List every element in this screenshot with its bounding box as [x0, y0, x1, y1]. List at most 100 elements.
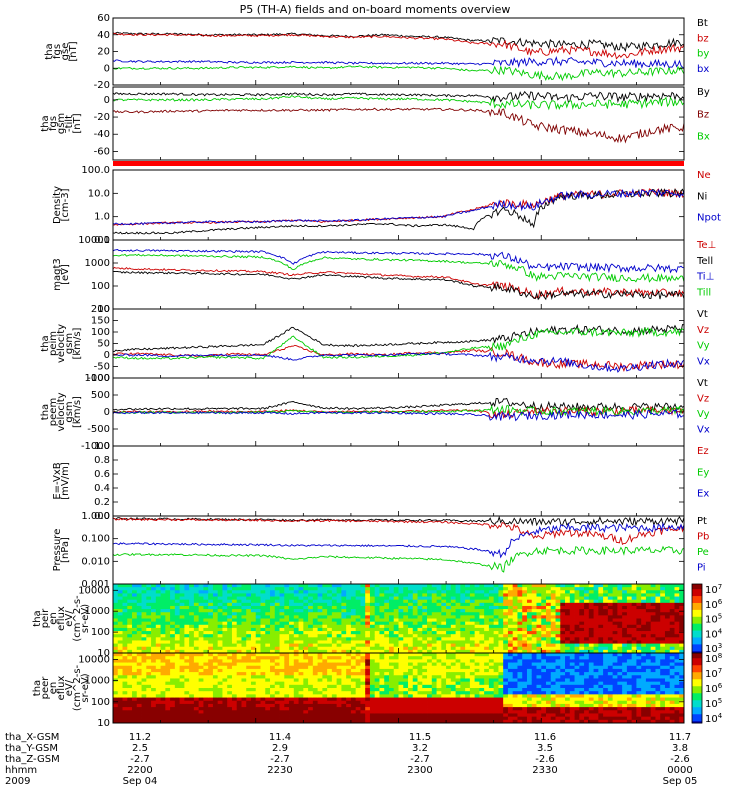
- spectrogram-cell: [469, 684, 476, 689]
- spectrogram-cell: [132, 640, 138, 644]
- spectrogram-cell: [246, 634, 252, 638]
- spectrogram-cell: [669, 618, 675, 623]
- spectrogram-cell: [208, 593, 214, 597]
- spectrogram-cell: [279, 593, 285, 597]
- spectrogram-cell: [179, 612, 185, 616]
- spectrogram-cell: [322, 668, 328, 673]
- spectrogram-cell: [160, 678, 166, 683]
- spectrogram-cell: [312, 624, 319, 629]
- spectrogram-cell: [412, 621, 418, 626]
- spectrogram-cell: [193, 707, 200, 711]
- spectrogram-cell: [250, 590, 257, 594]
- spectrogram-cell: [203, 624, 209, 629]
- spectrogram-cell: [574, 643, 580, 648]
- spectrogram-cell: [498, 700, 504, 705]
- spectrogram-cell: [331, 656, 338, 660]
- spectrogram-cell: [655, 584, 661, 588]
- spectrogram-cell: [289, 593, 295, 597]
- spectrogram-cell: [284, 668, 290, 673]
- spectrogram-cell: [465, 587, 471, 591]
- spectrogram-cell: [365, 634, 371, 638]
- spectrogram-cell: [484, 697, 490, 702]
- spectrogram-cell: [198, 602, 204, 607]
- spectrogram-cell: [431, 587, 437, 591]
- spectrogram-cell: [460, 637, 466, 641]
- spectrogram-cell: [493, 700, 499, 705]
- y-tick-label: 0.1: [94, 235, 110, 246]
- legend-label: Bz: [697, 109, 709, 120]
- spectrogram-cell: [484, 643, 490, 648]
- spectrogram-cell: [203, 707, 209, 711]
- spectrogram-cell: [517, 703, 523, 708]
- spectrogram-cell: [408, 656, 414, 660]
- series-line-Vx: [112, 351, 685, 373]
- spectrogram-cell: [412, 627, 418, 632]
- spectrogram-cell: [517, 649, 523, 654]
- panel-6: VtVzVyVx10005000-500-1000thapeemvelocity…: [40, 373, 710, 452]
- spectrogram-cell: [255, 634, 261, 638]
- spectrogram-cell: [408, 653, 414, 657]
- spectrogram-cell: [141, 596, 147, 601]
- spectrogram-cell: [393, 668, 399, 673]
- spectrogram-cell: [198, 675, 204, 679]
- spectrogram-cell: [317, 640, 323, 644]
- spectrogram-cell: [279, 662, 285, 667]
- spectrogram-cell: [569, 634, 575, 638]
- spectrogram-cell: [650, 634, 656, 638]
- spectrogram-cell: [127, 694, 133, 698]
- spectrogram-cell: [455, 649, 461, 654]
- colorbar-cell: [692, 618, 702, 621]
- spectrogram-cell: [198, 590, 204, 594]
- spectrogram-cell: [541, 640, 547, 644]
- spectrogram-cell: [227, 713, 233, 718]
- spectrogram-cell: [212, 694, 219, 698]
- spectrogram-cell: [260, 691, 266, 695]
- spectrogram-cell: [574, 590, 580, 594]
- spectrogram-cell: [360, 587, 366, 591]
- panel-background: [113, 309, 684, 378]
- spectrogram-cell: [331, 590, 338, 594]
- spectrogram-cell: [327, 672, 333, 676]
- spectrogram-cell: [503, 719, 509, 724]
- spectrogram-cell: [493, 615, 499, 619]
- spectrogram-cell: [151, 688, 157, 692]
- spectrogram-cell: [336, 584, 342, 588]
- spectrogram-cell: [298, 662, 304, 667]
- spectrogram-cell: [155, 643, 161, 648]
- spectrogram-cell: [303, 713, 309, 718]
- spectrogram-cell: [350, 675, 357, 679]
- spectrogram-cell: [598, 618, 604, 623]
- spectrogram-cell: [446, 691, 452, 695]
- spectrogram-cell: [622, 631, 628, 635]
- spectrogram-cell: [479, 605, 485, 610]
- spectrogram-cell: [308, 643, 314, 648]
- spectrogram-cell: [422, 634, 428, 638]
- spectrogram-cell: [327, 710, 333, 714]
- spectrogram-cell: [536, 584, 542, 588]
- spectrogram-cell: [170, 691, 176, 695]
- spectrogram-cell: [674, 646, 680, 651]
- spectrogram-cell: [669, 640, 675, 644]
- spectrogram-cell: [679, 593, 685, 597]
- spectrogram-cell: [170, 684, 176, 689]
- spectrogram-cell: [341, 634, 347, 638]
- spectrogram-cell: [403, 691, 409, 695]
- spectrogram-cell: [136, 593, 142, 597]
- spectrogram-cell: [127, 656, 133, 660]
- spectrogram-cell: [222, 691, 228, 695]
- spectrogram-cell: [260, 710, 266, 714]
- spectrogram-cell: [255, 719, 261, 724]
- spectrogram-cell: [474, 602, 480, 607]
- spectrogram-cell: [160, 646, 166, 651]
- spectrogram-cell: [512, 684, 518, 689]
- spectrogram-cell: [260, 584, 266, 588]
- spectrogram-cell: [312, 640, 319, 644]
- spectrogram-cell: [612, 621, 618, 626]
- spectrogram-cell: [222, 678, 228, 683]
- spectrogram-cell: [541, 584, 547, 588]
- spectrogram-cell: [284, 584, 290, 588]
- spectrogram-cell: [636, 643, 642, 648]
- spectrogram-cell: [379, 681, 385, 686]
- spectrogram-cell: [308, 703, 314, 708]
- spectrogram-cell: [293, 631, 299, 635]
